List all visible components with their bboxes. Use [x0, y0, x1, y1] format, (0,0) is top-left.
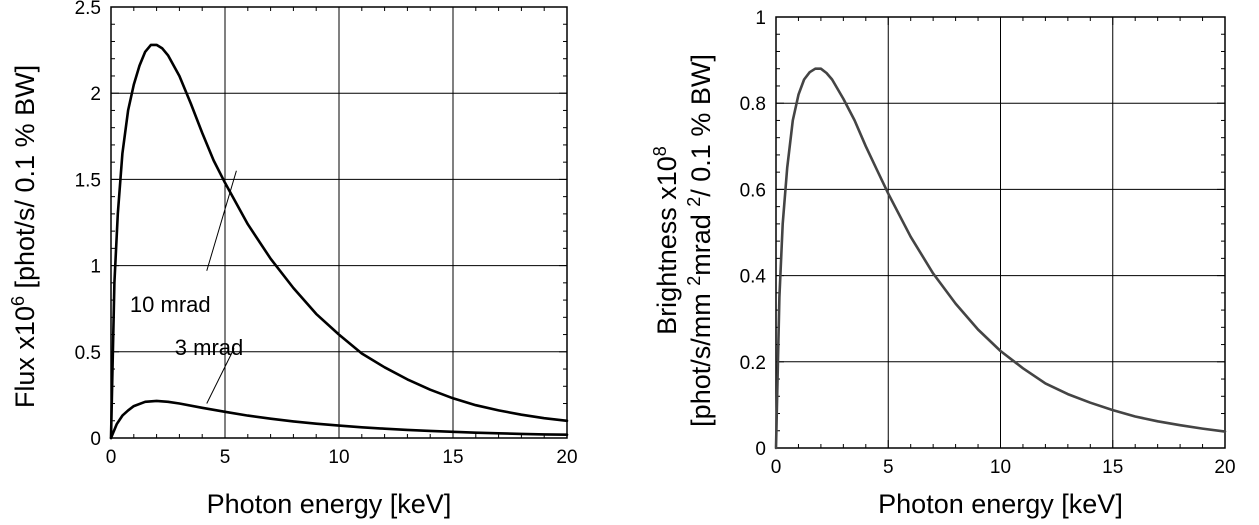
chart1-x-tick-label: 10 — [328, 447, 349, 468]
chart1-annotation-label: 10 mrad — [130, 292, 211, 317]
chart2-x-tick-label: 10 — [990, 457, 1011, 478]
chart2-plot-frame — [775, 16, 1226, 449]
chart2-y-tick-label: 0.6 — [740, 180, 766, 201]
chart1-plot-frame — [110, 6, 568, 439]
chart1-x-axis-title: Photon energy [keV] — [207, 489, 452, 519]
chart2-series-line-1 — [774, 67, 1227, 450]
chart2-x-tick-label: 0 — [771, 457, 782, 478]
chart1-series-line-1 — [109, 43, 569, 440]
chart1-y-tick-label: 2.5 — [75, 0, 101, 19]
chart2-y-axis-title-line1: Brightness x108 — [650, 146, 682, 335]
chart1-annotation-label: 3 mrad — [175, 335, 243, 360]
chart2-y-tick-label: 1 — [755, 8, 766, 29]
chart2-y-tick-label: 0.8 — [740, 94, 766, 115]
chart1-y-axis-title: Flux x106 [phot/s/ 0.1 % BW] — [8, 65, 40, 408]
chart1-y-tick-label: 0 — [90, 429, 101, 450]
chart2-x-tick-label: 20 — [1214, 457, 1235, 478]
flux-chart: 0 5 10 15 20 0 0.5 1 1.5 2 2.5 Photon energy [keV] F… — [8, 0, 578, 519]
chart1-annotation-pointer — [206, 348, 235, 404]
brightness-chart: 0 5 10 15 20 0 0.2 0.4 0.6 0.8 1 Photon energy [keV… — [650, 8, 1236, 519]
chart1-series-line-2 — [109, 399, 569, 440]
chart2-x-tick-label: 15 — [1102, 457, 1123, 478]
chart1-y-tick-label: 0.5 — [75, 343, 101, 364]
chart2-x-axis-title: Photon energy [keV] — [878, 489, 1123, 519]
chart2-y-tick-label: 0 — [755, 439, 766, 460]
chart2-y-axis-title-line2: [phot/s/mm 2mrad 2/ 0.1 % BW] — [684, 54, 716, 427]
chart2-y-tick-label: 0.4 — [740, 267, 767, 288]
chart1-y-tick-label: 2 — [90, 84, 101, 105]
chart1-annotation-pointer — [206, 170, 237, 271]
chart1-x-tick-label: 5 — [220, 447, 231, 468]
chart2-x-tick-label: 5 — [883, 457, 894, 478]
chart1-y-tick-label: 1.5 — [75, 170, 101, 191]
chart1-y-tick-label: 1 — [90, 257, 101, 278]
chart1-x-tick-label: 15 — [442, 447, 463, 468]
chart1-x-tick-label: 20 — [556, 447, 577, 468]
chart2-y-tick-label: 0.2 — [740, 353, 766, 374]
chart1-x-tick-label: 0 — [106, 447, 117, 468]
